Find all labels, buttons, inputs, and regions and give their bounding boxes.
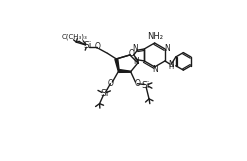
Text: N: N [164, 44, 170, 53]
Text: Si: Si [100, 89, 108, 98]
Text: Si: Si [142, 81, 150, 90]
Text: O: O [95, 42, 101, 51]
Text: N: N [132, 44, 138, 53]
Text: NH₂: NH₂ [147, 32, 163, 41]
Text: O: O [134, 79, 140, 88]
Polygon shape [119, 70, 131, 72]
Polygon shape [115, 59, 119, 71]
Text: N: N [134, 57, 140, 66]
Text: N: N [168, 60, 174, 69]
Text: O: O [129, 49, 135, 58]
Text: Si: Si [83, 41, 91, 50]
Text: N: N [152, 65, 158, 74]
Text: O: O [108, 79, 114, 88]
Text: C(CH₃)₃: C(CH₃)₃ [62, 34, 88, 40]
Text: H: H [168, 64, 173, 70]
